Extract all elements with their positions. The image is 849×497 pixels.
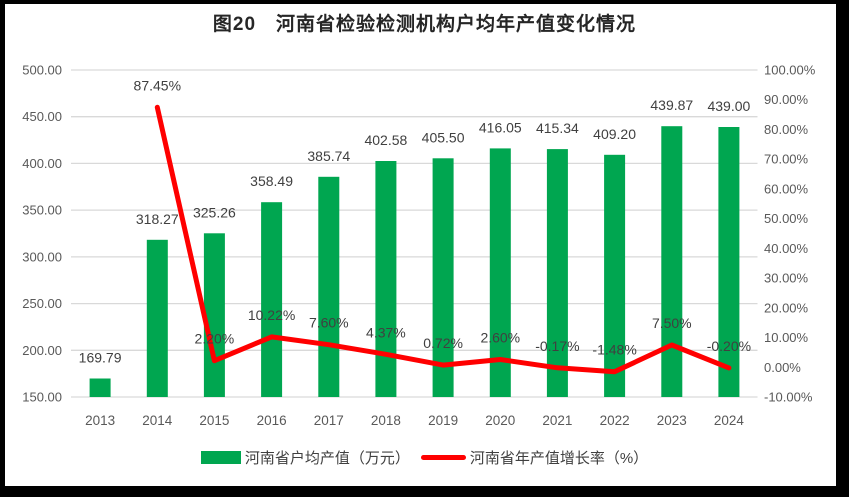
bar-data-label: 415.34 — [536, 120, 579, 136]
legend-item-line-series: 河南省年产值增长率（%） — [420, 447, 649, 468]
line-data-label: 4.37% — [366, 324, 406, 340]
bar-series-swatch-icon — [200, 451, 241, 464]
x-axis-label-2013: 2013 — [85, 413, 115, 428]
bar-data-label: 318.27 — [136, 211, 179, 227]
right-axis-tick-label: 80.00% — [764, 122, 809, 137]
x-axis-label-2023: 2023 — [657, 413, 687, 428]
bar-2017 — [318, 176, 340, 397]
bar-2022 — [604, 154, 626, 397]
chart-legend: 河南省户均产值（万元） 河南省年产值增长率（%） — [0, 447, 849, 468]
bar-series-legend-label: 河南省户均产值（万元） — [244, 450, 410, 467]
right-axis-tick-label: 90.00% — [764, 92, 809, 107]
x-axis-label-2021: 2021 — [542, 413, 572, 428]
bar-2013 — [89, 378, 111, 397]
bar-data-label: 439.87 — [650, 97, 693, 113]
line-data-label: -0.17% — [535, 338, 579, 354]
bar-2015 — [203, 233, 225, 397]
right-axis-tick-label: 50.00% — [764, 211, 809, 226]
bar-data-label: 416.05 — [479, 119, 522, 135]
bar-data-label: 169.79 — [79, 350, 122, 366]
right-axis-tick-label: 60.00% — [764, 181, 809, 196]
bar-2023 — [661, 126, 683, 397]
right-axis-tick-label: 10.00% — [764, 330, 809, 345]
line-data-label: 2.20% — [195, 331, 235, 347]
x-axis-label-2017: 2017 — [314, 413, 344, 428]
bar-data-label: 402.58 — [364, 132, 407, 148]
line-data-label: -1.48% — [592, 342, 636, 358]
x-axis-label-2022: 2022 — [600, 413, 630, 428]
line-data-label: 10.22% — [248, 307, 295, 323]
left-axis-tick-label: 300.00 — [22, 249, 62, 264]
bar-data-label: 405.50 — [422, 129, 465, 145]
line-data-label: 2.60% — [480, 330, 520, 346]
chart-title: 图20 河南省检验检测机构户均年产值变化情况 — [212, 14, 637, 35]
bar-2016 — [261, 202, 283, 397]
bar-data-label: 409.20 — [593, 126, 636, 142]
line-series-legend-label: 河南省年产值增长率（%） — [469, 450, 649, 467]
left-axis-tick-label: 150.00 — [22, 390, 62, 405]
x-axis-label-2018: 2018 — [371, 413, 401, 428]
right-axis-tick-label: -10.00% — [764, 390, 813, 405]
right-axis-tick-label: 20.00% — [764, 300, 809, 315]
x-axis-label-2015: 2015 — [199, 413, 229, 428]
line-data-label: -0.20% — [707, 338, 751, 354]
left-axis-tick-label: 500.00 — [22, 63, 62, 78]
bar-2024 — [718, 127, 740, 397]
bar-data-label: 325.26 — [193, 204, 236, 220]
line-series-swatch-icon — [420, 455, 466, 460]
x-axis-label-2016: 2016 — [257, 413, 287, 428]
left-axis-tick-label: 400.00 — [22, 156, 62, 171]
bar-data-label: 358.49 — [250, 173, 293, 189]
right-axis-tick-label: 100.00% — [764, 63, 816, 78]
line-data-label: 0.72% — [423, 335, 463, 351]
x-axis-label-2014: 2014 — [142, 413, 173, 428]
right-axis-tick-label: 70.00% — [764, 152, 809, 167]
right-axis-tick-label: 0.00% — [764, 360, 801, 375]
left-axis-tick-label: 250.00 — [22, 296, 62, 311]
growth-rate-line — [154, 104, 732, 375]
bar-2021 — [546, 149, 568, 397]
legend-item-bar-series: 河南省户均产值（万元） — [200, 447, 410, 468]
right-axis-tick-label: 40.00% — [764, 241, 809, 256]
bar-data-label: 385.74 — [307, 148, 350, 164]
right-axis-tick-label: 30.00% — [764, 271, 809, 286]
bar-2014 — [146, 239, 168, 397]
left-axis-tick-label: 200.00 — [22, 343, 62, 358]
line-data-label: 87.45% — [134, 77, 181, 93]
bar-2018 — [375, 161, 397, 397]
left-axis-tick-label: 450.00 — [22, 109, 62, 124]
line-data-label: 7.60% — [309, 315, 349, 331]
x-axis-label-2019: 2019 — [428, 413, 458, 428]
bar-2019 — [432, 158, 454, 397]
x-axis-label-2024: 2024 — [714, 413, 745, 428]
left-axis-tick-label: 350.00 — [22, 203, 62, 218]
x-axis-label-2020: 2020 — [485, 413, 515, 428]
line-data-label: 7.50% — [652, 315, 692, 331]
bar-2020 — [489, 148, 511, 397]
bar-data-label: 439.00 — [707, 98, 750, 114]
